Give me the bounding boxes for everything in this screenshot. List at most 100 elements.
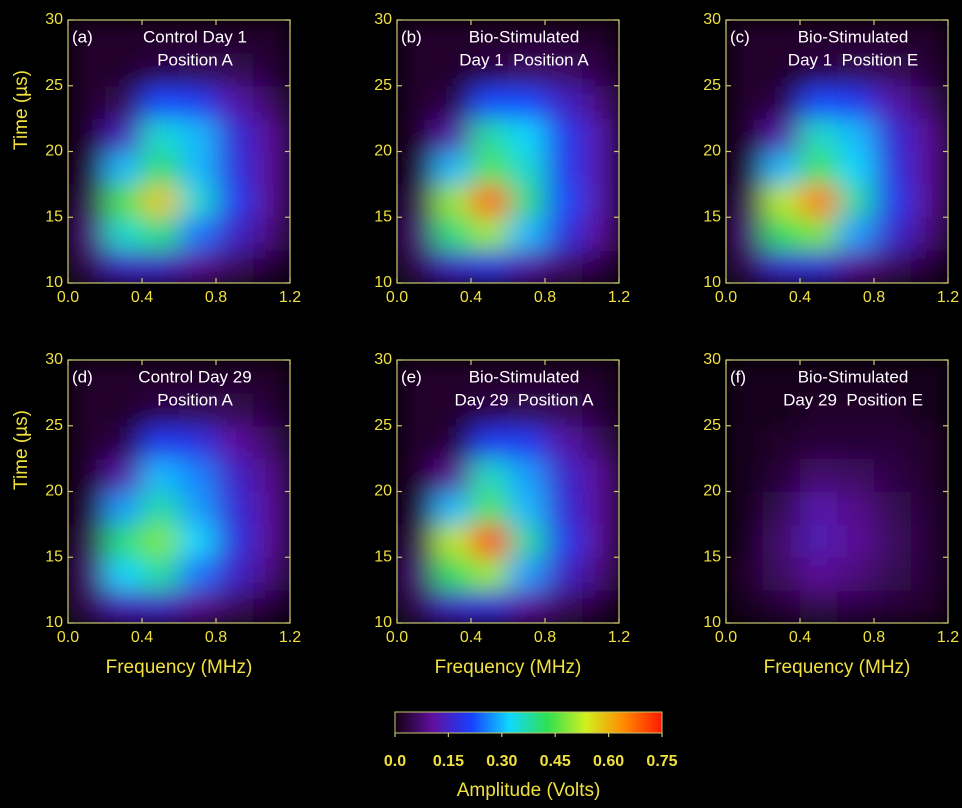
heatmap-cell [471, 459, 509, 492]
heatmap-cell [763, 360, 801, 393]
figure: 10152025300.00.40.81.2Time (µs)(a)Contro… [0, 0, 962, 808]
panel-title: Bio-Stimulated [798, 367, 909, 386]
heatmap-cell [397, 152, 435, 185]
heatmap-cell [471, 184, 509, 217]
heatmap-cell [837, 217, 875, 250]
heatmap-cell [582, 152, 620, 185]
heatmap-cell [216, 426, 254, 459]
heatmap-cell [68, 86, 106, 119]
heatmap-cell [800, 459, 838, 492]
heatmap-cell [837, 590, 875, 623]
heatmap-cell [397, 492, 435, 525]
heatmap-cell [471, 426, 509, 459]
heatmap-cell [105, 250, 143, 283]
heatmap-cell [800, 152, 838, 185]
heatmap-cell [68, 492, 106, 525]
y-tick-label: 30 [703, 11, 721, 28]
heatmap-cell [911, 20, 949, 53]
heatmap-cell [68, 250, 106, 283]
heatmap-cell [763, 184, 801, 217]
heatmap-cell [545, 152, 583, 185]
heatmap-cell [68, 557, 106, 590]
heatmap-cell [105, 20, 143, 53]
heatmap-cell [142, 86, 180, 119]
heatmap-cell [105, 524, 143, 557]
panel-title: Day 29 Position A [455, 390, 595, 409]
heatmap-cell [582, 459, 620, 492]
heatmap-cell [471, 152, 509, 185]
heatmap-cell [726, 119, 764, 152]
heatmap-cell [545, 86, 583, 119]
heatmap-cell [911, 119, 949, 152]
heatmap-cell [216, 492, 254, 525]
y-tick-label: 20 [45, 483, 63, 500]
heatmap-cell [911, 360, 949, 393]
heatmap-cell [105, 393, 143, 426]
heatmap-cell [911, 459, 949, 492]
heatmap-cell [397, 86, 435, 119]
y-tick-label: 20 [45, 143, 63, 160]
heatmap-cell [253, 20, 291, 53]
heatmap-cell [142, 459, 180, 492]
heatmap-cell [471, 590, 509, 623]
heatmap-cell [179, 86, 217, 119]
heatmap-cell [726, 53, 764, 86]
heatmap-cell [434, 119, 472, 152]
heatmap-cell [253, 119, 291, 152]
heatmap-cell [179, 492, 217, 525]
heatmap-cell [837, 184, 875, 217]
heatmap-cell [105, 590, 143, 623]
heatmap-cell [800, 524, 838, 557]
heatmap-cell [508, 86, 546, 119]
heatmap-cell [397, 119, 435, 152]
heatmap-cell [763, 459, 801, 492]
heatmap-cell [253, 524, 291, 557]
heatmap-cell [582, 20, 620, 53]
heatmap-cell [800, 492, 838, 525]
heatmap-cell [434, 459, 472, 492]
heatmap-cell [253, 360, 291, 393]
heatmap-cell [142, 250, 180, 283]
heatmap-cell [763, 217, 801, 250]
heatmap-cell [179, 426, 217, 459]
heatmap-cell [253, 53, 291, 86]
heatmap-cell [434, 250, 472, 283]
heatmap-cell [911, 217, 949, 250]
heatmap-cell [216, 217, 254, 250]
x-tick-label: 0.4 [460, 289, 482, 306]
heatmap-cell [874, 184, 912, 217]
panel-title: Day 29 Position E [783, 390, 923, 409]
y-tick-label: 25 [374, 417, 392, 434]
y-axis-label: Time (µs) [11, 410, 32, 490]
colorbar-tick-label: 0.30 [486, 753, 517, 770]
panel-label: (f) [730, 367, 746, 386]
heatmap-cell [253, 426, 291, 459]
panel-label: (b) [401, 27, 422, 46]
heatmap-cell [545, 492, 583, 525]
heatmap-cell [582, 426, 620, 459]
heatmap-cell [582, 557, 620, 590]
heatmap-cell [874, 152, 912, 185]
heatmap-cell [911, 152, 949, 185]
heatmap-cell [253, 459, 291, 492]
heatmap-cell [726, 152, 764, 185]
heatmap-cell [179, 119, 217, 152]
heatmap-cell [837, 557, 875, 590]
x-axis-label: Frequency (MHz) [106, 657, 253, 678]
heatmap-cell [911, 492, 949, 525]
x-tick-label: 0.0 [715, 629, 737, 646]
heatmap-cell [68, 393, 106, 426]
heatmap-cell [545, 426, 583, 459]
heatmap-cell [582, 86, 620, 119]
heatmap-cell [874, 426, 912, 459]
heatmap-cell [216, 119, 254, 152]
heatmap-cell [911, 86, 949, 119]
heatmap-cell [434, 557, 472, 590]
heatmap-cell [179, 524, 217, 557]
panel-title: Bio-Stimulated [469, 27, 580, 46]
heatmap-cell [397, 459, 435, 492]
heatmap-cell [105, 152, 143, 185]
heatmap-cell [216, 86, 254, 119]
y-tick-label: 15 [703, 208, 721, 225]
heatmap-cell [800, 119, 838, 152]
